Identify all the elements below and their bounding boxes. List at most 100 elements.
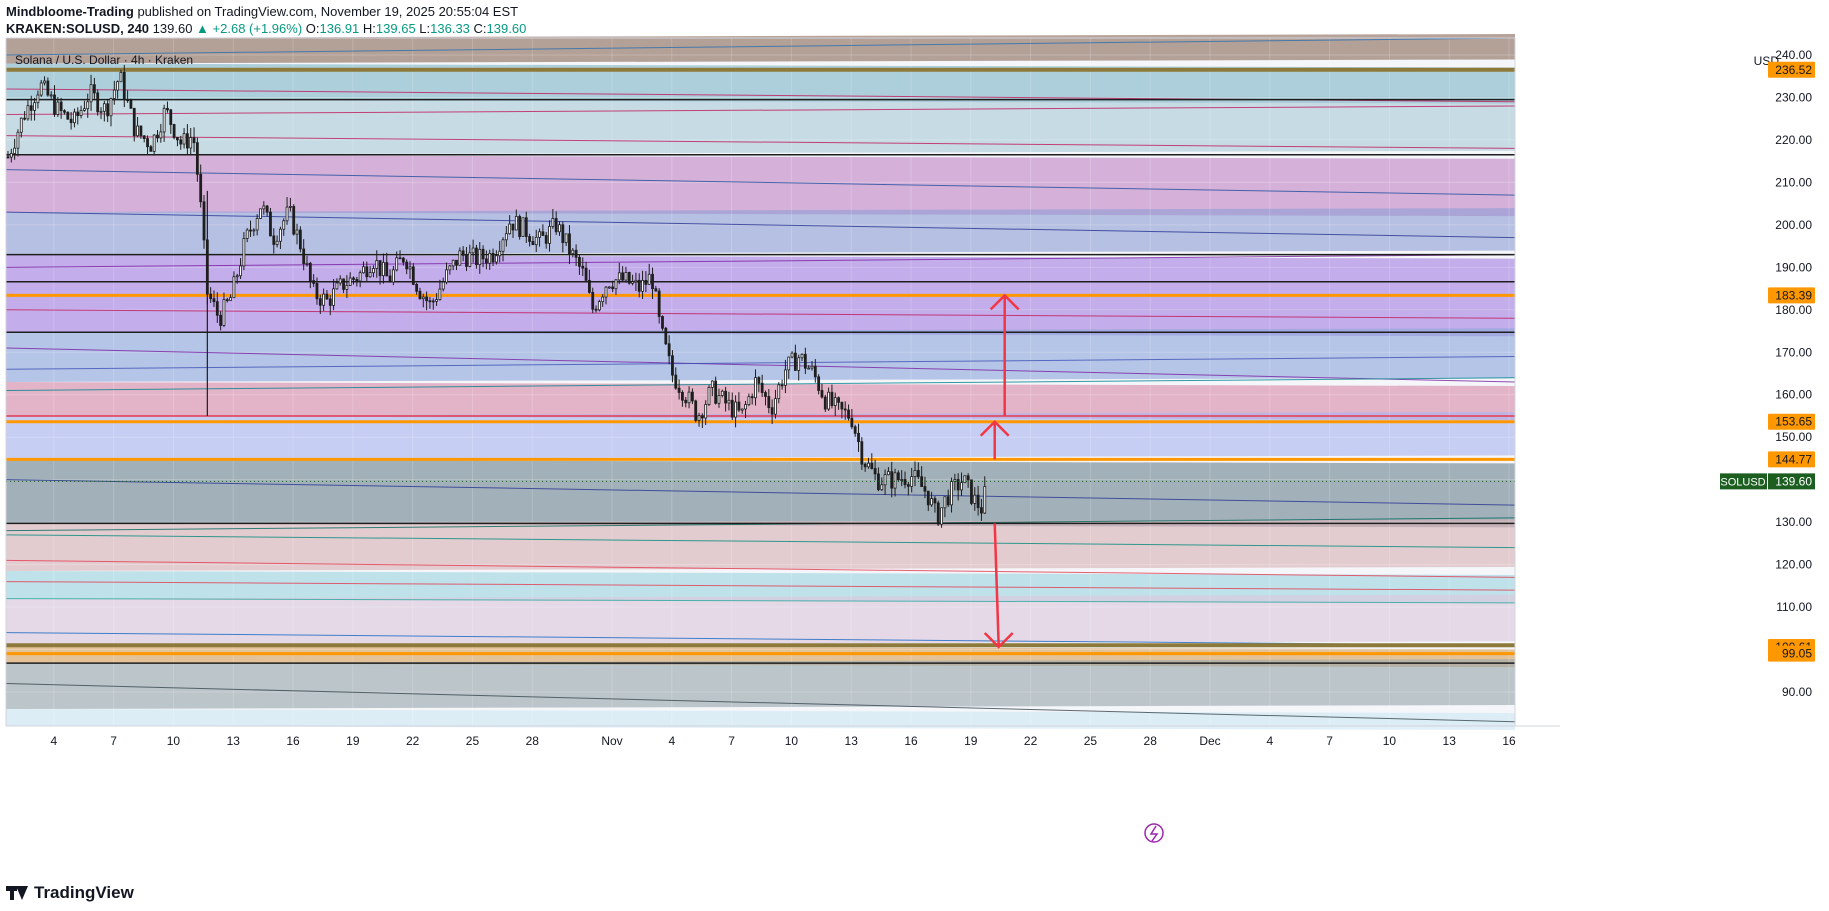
symbol-tag [1720,473,1767,490]
candle-up [880,484,884,491]
candle-down [803,353,807,369]
x-tick-label: 7 [1326,734,1333,748]
x-tick-label: 16 [286,734,300,748]
candle-down [398,257,402,260]
candle-down [215,301,219,316]
x-tick-label: 7 [110,734,117,748]
candle-up [740,408,744,411]
price-chart[interactable]: Solana / U.S. Dollar · 4h · Kraken USD90.… [0,0,1829,880]
candle-up [252,229,256,232]
candle-up [375,260,379,269]
trend-line [5,135,1516,149]
candle-down [249,229,252,232]
candle-up [777,384,781,400]
candle-down [455,259,458,266]
candle-up [279,228,282,242]
y-tick-label: 150.00 [1775,430,1812,444]
tradingview-footer[interactable]: TradingView [6,883,134,903]
candle-up [494,255,498,263]
publisher-name[interactable]: Mindbloome-Trading [6,4,134,19]
candle-down [956,479,960,491]
price-tag-text: 183.39 [1775,288,1812,302]
candle-up [458,250,462,266]
candle-up [607,286,611,289]
price-tag [1768,451,1815,468]
x-tick-label: 28 [1144,734,1158,748]
candle-down [465,254,468,267]
candle-down [757,377,761,384]
candle-down [578,256,581,267]
candle-up [285,206,289,222]
candle-down [132,107,136,137]
candle-down [418,290,422,300]
candle-down [292,206,296,235]
y-tick-label: 220.00 [1775,133,1812,147]
candle-down [431,300,435,303]
candle-up [372,268,375,274]
close-value: 139.60 [486,21,527,36]
candle-down [591,291,595,310]
x-tick-label: 19 [964,734,978,748]
candle-down [916,470,920,478]
candle-up [112,89,116,99]
candle-up [83,108,86,111]
x-tick-label: 28 [526,734,540,748]
trend-line [5,534,1516,549]
candle-down [302,248,306,265]
candle-down [857,432,860,443]
candle-down [149,146,153,152]
zone-band [6,709,1515,730]
candle-down [760,382,764,393]
candle-down [671,355,674,376]
y-tick-label: 120.00 [1775,558,1812,572]
y-tick-label: 130.00 [1775,515,1812,529]
candle-up [538,231,541,238]
candle-up [242,238,246,267]
candle-down [584,267,588,281]
high-value: 139.65 [375,21,416,36]
candle-up [438,288,442,300]
candle-down [544,235,548,244]
candle-down [219,314,223,326]
candle-up [498,250,502,257]
candle-down [308,262,312,282]
candle-up [295,229,299,235]
candle-up [448,265,452,271]
candle-down [328,298,332,306]
low-label: L: [419,21,431,36]
candle-down [644,279,648,285]
candle-up [597,301,601,311]
candle-up [551,218,555,227]
y-tick-label: 190.00 [1775,260,1812,274]
y-tick-label: 160.00 [1775,388,1812,402]
candle-up [36,94,40,104]
candle-down [843,408,847,411]
lightning-icon [1144,823,1164,843]
candle-down [378,260,382,277]
candle-up [571,249,575,254]
candle-up [800,353,804,359]
x-tick-label: Nov [601,734,622,748]
open-label: O: [305,21,320,36]
x-tick-label: 13 [1443,734,1457,748]
candle-up [391,269,395,283]
candle-down [186,133,189,149]
candle-down [581,265,585,269]
candle-up [720,390,724,396]
candle-down [53,94,56,115]
candle-down [352,277,355,280]
candle-down [677,387,681,393]
candle-down [850,417,854,428]
candle-down [265,205,269,213]
candle-up [697,415,701,421]
candle-down [76,111,80,116]
candle-down [817,376,821,391]
candle-up [73,111,76,124]
x-tick-label: 16 [1502,734,1516,748]
candle-up [362,266,365,274]
candle-down [411,266,415,285]
symbol-tag-text: SOLUSD [1720,476,1765,488]
projection-arrowhead [989,293,1020,311]
y-tick-label: 200.00 [1775,218,1812,232]
candle-down [853,426,857,434]
